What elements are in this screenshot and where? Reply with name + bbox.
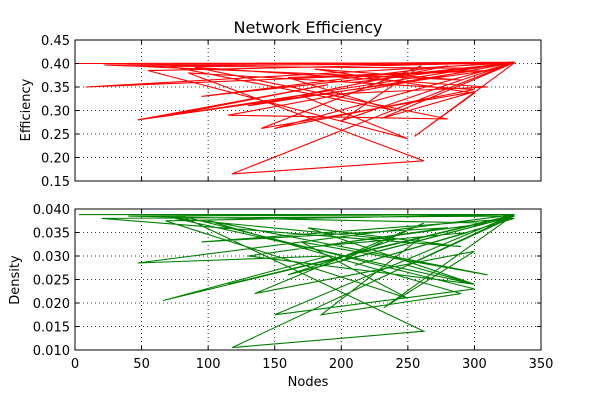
density-series-line [79,214,515,349]
efficiency-axes-frame [74,39,542,182]
efficiency-series-line [78,61,517,175]
density-y-tick-label: 0.035 [33,227,70,242]
density-ticks: 0 50 100 150 200 250 300 350 0.010 0.015 0.020 0.02… [33,203,554,372]
efficiency-ticks: 0.15 0.20 0.25 0.30 0.35 0.40 0.45 [41,34,542,190]
density-x-tick-label: 50 [133,357,150,372]
efficiency-y-tick-label: 0.25 [41,128,70,143]
efficiency-y-tick-label: 0.35 [41,81,70,96]
density-x-tick-label: 200 [329,357,354,372]
efficiency-y-tick-label: 0.45 [41,34,70,49]
density-grid [75,209,541,350]
density-axes-frame [74,208,542,351]
density-y-tick-label: 0.015 [33,321,70,336]
efficiency-y-tick-label: 0.40 [41,58,70,73]
density-y-tick-label: 0.040 [33,203,70,218]
density-x-tick-label: 350 [529,357,554,372]
density-y-tick-label: 0.030 [33,250,70,265]
efficiency-y-axis-label: Efficiency [19,78,34,141]
density-y-tick-label: 0.020 [33,297,70,312]
efficiency-panel: Network Efficiency Efficiency 0.150.200.… [19,18,542,190]
density-x-tick-label: 100 [196,357,221,372]
density-plot-area [79,214,515,349]
density-panel: Density Nodes 0 50 100 150 200 250 300 350 0.010… [8,203,553,390]
efficiency-y-tick-label: 0.20 [41,152,70,167]
chart-title: Network Efficiency [234,18,383,37]
density-y-tick-label: 0.025 [33,274,70,289]
efficiency-y-tick-label: 0.15 [41,175,70,190]
efficiency-plot-area [78,61,517,175]
density-x-tick-label: 0 [71,357,79,372]
efficiency-y-tick-label: 0.30 [41,105,70,120]
density-x-tick-label: 150 [262,357,287,372]
density-y-tick-label: 0.010 [33,344,70,359]
density-x-tick-label: 250 [395,357,420,372]
density-x-tick-label: 300 [462,357,487,372]
nodes-x-axis-label: Nodes [288,375,329,390]
density-y-axis-label: Density [8,255,23,305]
